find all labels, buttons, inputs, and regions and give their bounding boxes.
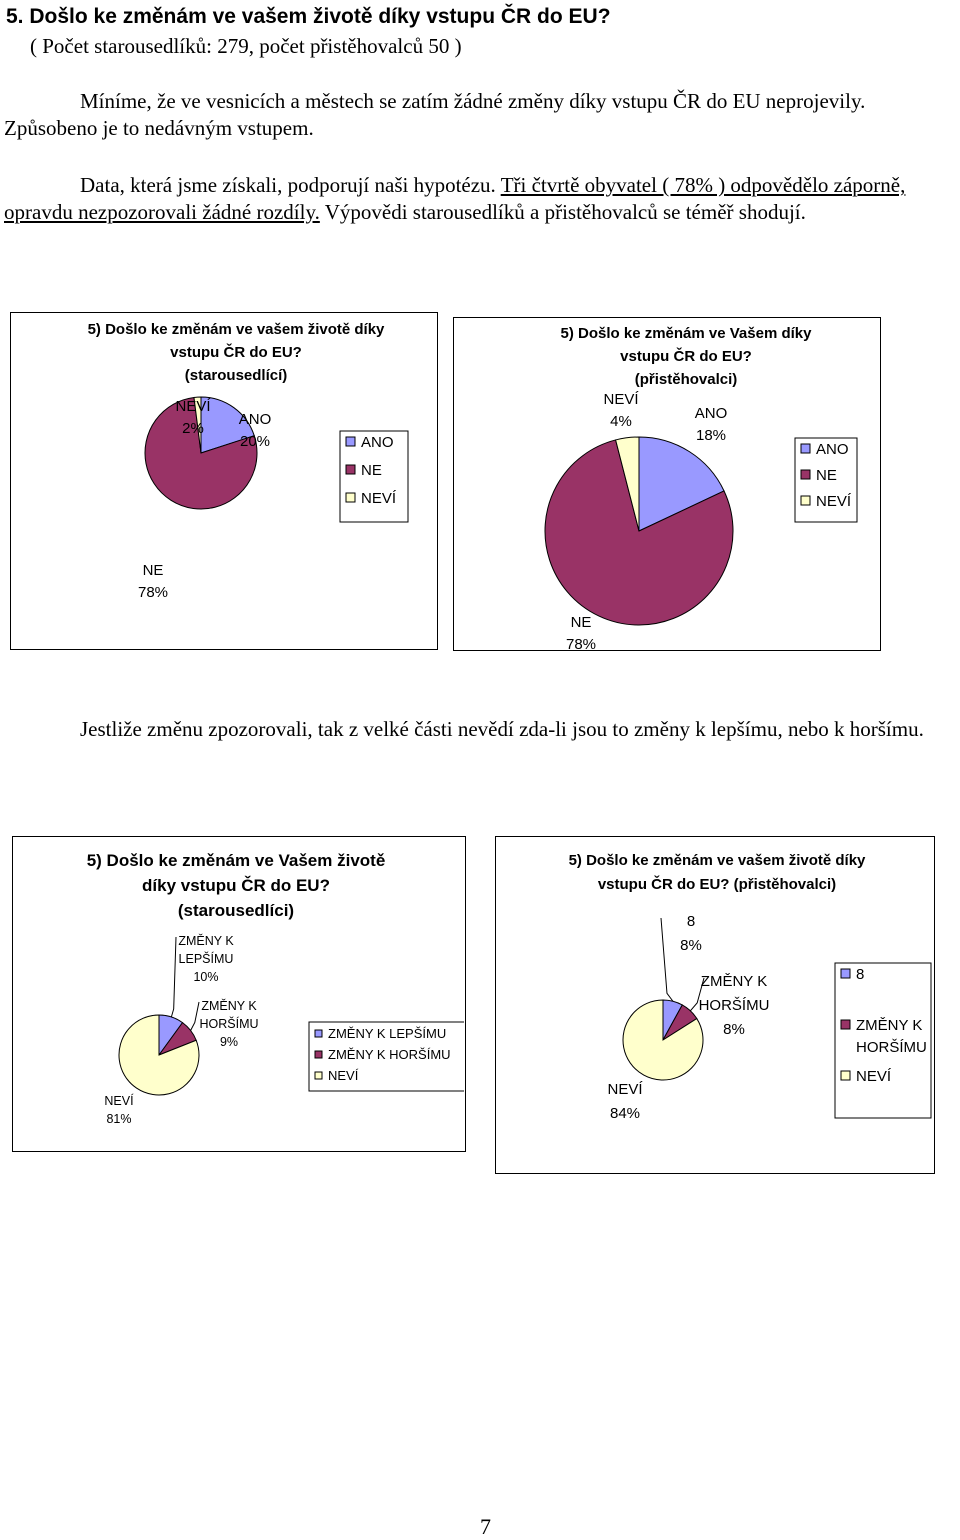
- pie-slice: [144, 396, 258, 510]
- legend-label: NEVÍ: [856, 1068, 892, 1085]
- chart-legend: [308, 1021, 464, 1092]
- legend-label: 8: [856, 966, 864, 983]
- legend-label: NE: [816, 467, 837, 484]
- legend-label: NEVÍ: [361, 490, 397, 507]
- pie-slice: [200, 396, 255, 454]
- slice-label: ZMĚNY K HORŠÍMU 9%: [199, 998, 258, 1049]
- legend-swatch: [314, 1050, 323, 1059]
- leader-line: [660, 917, 674, 1002]
- slice-label: ANO 20%: [239, 411, 272, 450]
- question-heading: 5. Došlo ke změnám ve vašem životě díky …: [6, 5, 611, 28]
- respondent-counts: ( Počet starousedlíků: 279, počet přistě…: [30, 34, 462, 58]
- legend-swatch: [800, 495, 811, 506]
- slice-label: NE 78%: [138, 562, 168, 601]
- legend-label: ANO: [361, 434, 394, 451]
- legend-swatch: [314, 1071, 323, 1080]
- page-number: 7: [480, 1514, 491, 1539]
- legend-label: NEVÍ: [816, 493, 852, 510]
- chart-legend: [834, 962, 932, 1119]
- leader-line: [170, 936, 177, 1018]
- legend-swatch: [840, 1070, 851, 1081]
- slice-label: NEVÍ 81%: [104, 1093, 134, 1126]
- legend-label: ZMĚNY K LEPŠÍMU: [328, 1026, 446, 1041]
- pie-slice: [544, 439, 734, 626]
- legend-label: ZMĚNY K HORŠÍMU: [856, 1017, 927, 1056]
- chart-title: 5) Došlo ke změnám ve vašem životě díky v…: [88, 321, 385, 384]
- pie-slice: [193, 396, 202, 454]
- pie-slice: [622, 999, 704, 1081]
- slice-label: ANO 18%: [695, 405, 728, 444]
- pie-slice: [615, 436, 640, 532]
- hypothesis-text: Data, která jsme získali, podporují naši…: [80, 173, 501, 197]
- paragraph-intro: Míníme, že ve vesnicích a městech se zat…: [4, 89, 866, 140]
- underlined-finding: Tři čtvrtě obyvatel ( 78% ) odpovědělo z…: [4, 173, 906, 224]
- pie-slice: [638, 436, 725, 532]
- legend-swatch: [345, 436, 356, 447]
- pie-slice: [118, 1014, 200, 1096]
- agreement-text: Výpovědi starousedlíků a přistěhovalců s…: [319, 200, 806, 224]
- legend-label: ANO: [816, 441, 849, 458]
- chart-title: 5) Došlo ke změnám ve Vašem životě díky v…: [87, 851, 386, 920]
- slice-label: NEVÍ 84%: [607, 1081, 643, 1122]
- legend-swatch: [840, 1019, 851, 1030]
- slice-label: ZMĚNY K LEPŠÍMU 10%: [178, 933, 234, 984]
- slice-label: NEVÍ 4%: [603, 391, 639, 430]
- paragraph-direction: Jestliže změnu zpozorovali, tak z velké …: [80, 717, 924, 741]
- slice-label: ZMĚNY K HORŠÍMU 8%: [699, 973, 770, 1038]
- paragraph-hypothesis: Data, která jsme získali, podporují naši…: [4, 172, 934, 226]
- chart-title: 5) Došlo ke změnám ve vašem životě díky v…: [569, 852, 866, 893]
- slice-label: 8 8%: [680, 913, 702, 954]
- pie-chart-starousedlici-changes: 5) Došlo ke změnám ve vašem životě díky v…: [10, 312, 438, 650]
- leader-line: [190, 1001, 200, 1031]
- legend-swatch: [800, 469, 811, 480]
- legend-label: NE: [361, 462, 382, 479]
- pie-chart-pristehovalci-direction: 5) Došlo ke změnám ve vašem životě díky v…: [495, 836, 935, 1174]
- slice-label: NE 78%: [566, 614, 596, 649]
- leader-line: [690, 977, 705, 1012]
- legend-swatch: [840, 968, 851, 979]
- legend-swatch: [345, 464, 356, 475]
- chart-title: 5) Došlo ke změnám ve Vašem díky vstupu Č…: [561, 325, 813, 388]
- slice-label: NEVÍ 2%: [175, 398, 211, 437]
- pie-chart-pristehovalci-changes: 5) Došlo ke změnám ve Vašem díky vstupu Č…: [453, 317, 881, 651]
- pie-chart-starousedlici-direction: 5) Došlo ke změnám ve Vašem životě díky v…: [12, 836, 466, 1152]
- legend-swatch: [800, 443, 811, 454]
- legend-swatch: [314, 1029, 323, 1038]
- legend-swatch: [345, 492, 356, 503]
- legend-label: ZMĚNY K HORŠÍMU: [328, 1047, 451, 1062]
- legend-label: NEVÍ: [328, 1068, 359, 1083]
